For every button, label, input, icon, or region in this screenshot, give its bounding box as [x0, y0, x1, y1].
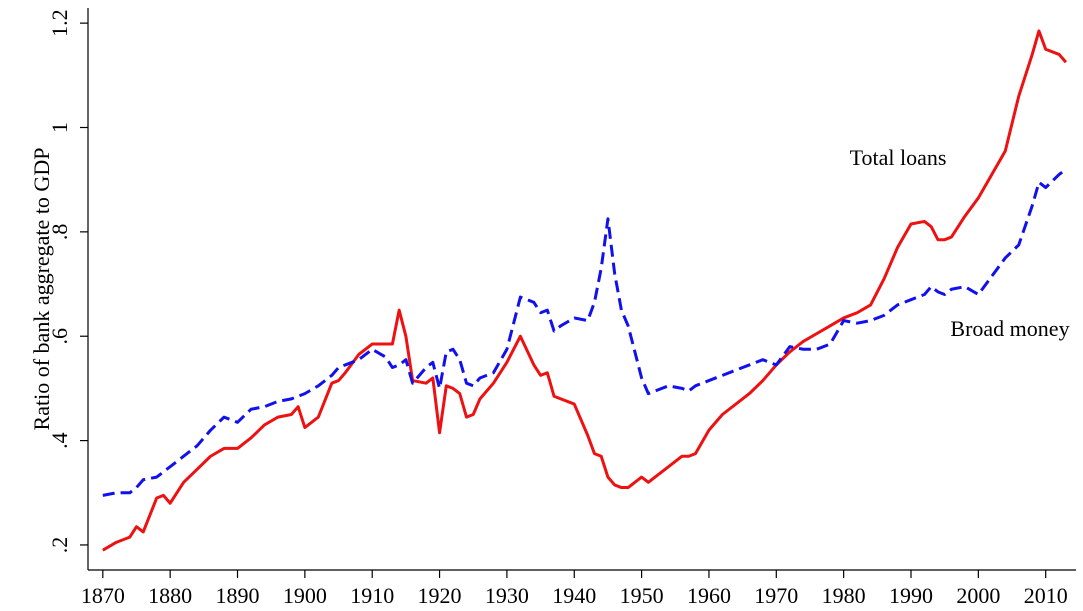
- x-tick-label: 1970: [754, 583, 798, 608]
- x-tick-label: 1990: [889, 583, 933, 608]
- data-line: [102, 168, 1067, 497]
- y-axis-label: Ratio of bank aggregate to GDP: [29, 148, 54, 431]
- x-tick-label: 1870: [81, 583, 125, 608]
- y-tick-label: .2: [47, 537, 72, 554]
- x-tick-label: 1880: [148, 583, 192, 608]
- x-tick-label: 1940: [552, 583, 596, 608]
- y-tick-label: .6: [47, 328, 72, 345]
- x-tick-label: 2000: [956, 583, 1000, 608]
- x-tick-label: 1960: [687, 583, 731, 608]
- x-tick-label: 1980: [822, 583, 866, 608]
- x-tick-label: 2010: [1024, 583, 1068, 608]
- y-tick-label: .4: [47, 432, 72, 449]
- y-tick-label: 1: [47, 122, 72, 133]
- x-tick-label: 1950: [620, 583, 664, 608]
- y-tick-label: .8: [47, 224, 72, 241]
- x-tick-label: 1900: [283, 583, 327, 608]
- x-tick-label: 1910: [350, 583, 394, 608]
- series-label: Broad money: [950, 316, 1069, 341]
- data-line: [102, 29, 1068, 552]
- x-tick-label: 1930: [485, 583, 529, 608]
- series-label: Total loans: [850, 145, 947, 170]
- x-tick-label: 1890: [216, 583, 260, 608]
- x-tick-label: 1920: [418, 583, 462, 608]
- y-tick-label: 1.2: [47, 9, 72, 36]
